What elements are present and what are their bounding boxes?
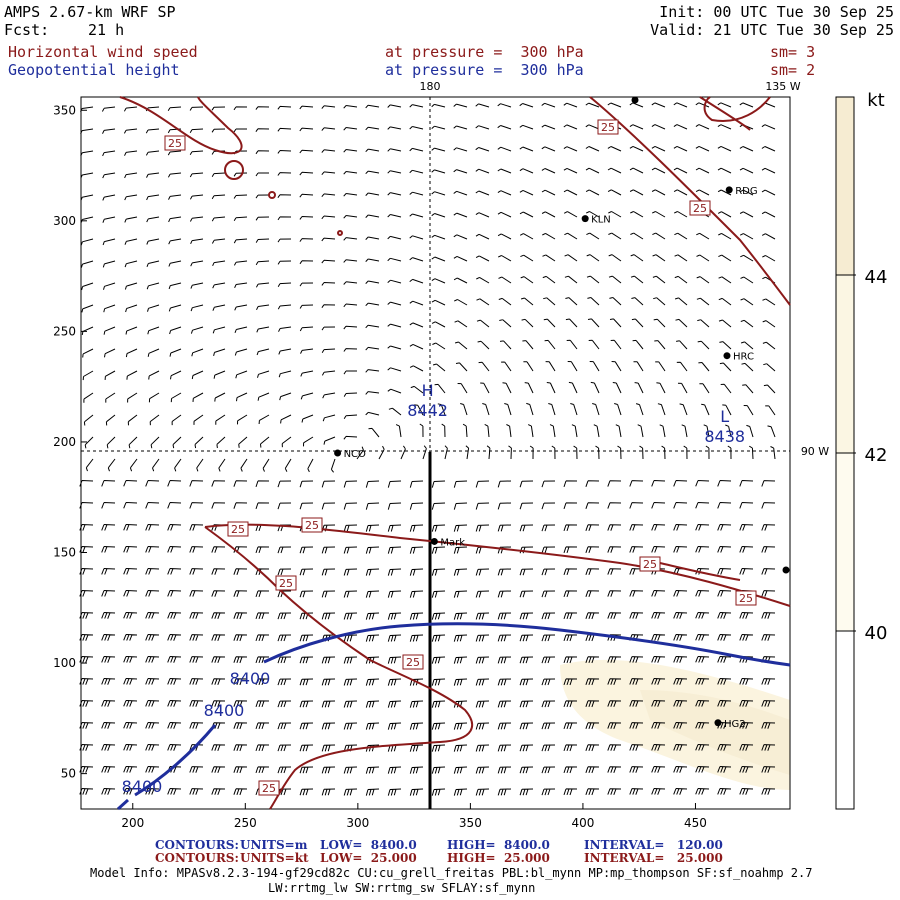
lon-label-180: 180	[420, 80, 441, 93]
map-frame	[80, 96, 791, 810]
svg-text:25: 25	[643, 558, 657, 571]
svg-text:8400: 8400	[122, 777, 163, 796]
lon-label-90w: 90 W	[801, 445, 829, 458]
station-marker	[430, 537, 438, 545]
contour-kt-interval: INTERVAL= 25.000	[584, 851, 723, 865]
contour-m-units: UNITS=m	[240, 838, 308, 852]
field1-name: Horizontal wind speed	[8, 43, 198, 61]
y-tick-label: 200	[53, 435, 76, 449]
y-tick-label: 50	[61, 767, 76, 781]
svg-text:8400: 8400	[230, 669, 271, 688]
y-tick-label: 350	[53, 103, 76, 117]
field1-smoothing: sm= 3	[770, 43, 816, 61]
x-tick-label: 350	[459, 816, 482, 830]
svg-text:25: 25	[168, 137, 182, 150]
x-tick-label: 400	[571, 816, 594, 830]
x-tick-label: 200	[121, 816, 144, 830]
height-contours	[116, 622, 791, 811]
y-tick-label: 300	[53, 214, 76, 228]
contour-kt-units: UNITS=kt	[240, 851, 309, 865]
colorbar-unit: kt	[867, 90, 884, 111]
height-contour-labels: 8400 8400 8400	[122, 669, 271, 796]
init-time: Init: 00 UTC Tue 30 Sep 25	[659, 3, 894, 21]
x-tick-label: 450	[684, 816, 707, 830]
station-marker	[725, 186, 733, 194]
field1-level: at pressure = 300 hPa	[385, 43, 584, 61]
colorbar-label-40: 40	[865, 623, 888, 644]
svg-text:25: 25	[693, 202, 707, 215]
station-label: KLN	[591, 215, 611, 226]
station-marker	[334, 449, 342, 457]
wind-contour-labels: 25 25 25 25 25 25 25 25 25 25	[164, 119, 757, 796]
axes: 200 250 300 350 400 450 350 300 250 200 150 100 50	[53, 103, 707, 830]
valid-time: Valid: 21 UTC Tue 30 Sep 25	[650, 21, 894, 39]
svg-text:25: 25	[739, 592, 753, 605]
colorbar: kt 44 42 40	[835, 90, 888, 810]
svg-text:8400: 8400	[204, 701, 245, 720]
station-label: Mark	[440, 537, 465, 548]
station-label: HRC	[733, 352, 754, 363]
contour-m-low: LOW= 8400.0	[320, 838, 417, 852]
wind-barbs	[79, 102, 776, 796]
contour-m-high: HIGH= 8400.0	[447, 838, 550, 852]
x-tick-label: 250	[234, 816, 257, 830]
station-marker	[723, 352, 731, 360]
colorbar-label-42: 42	[865, 445, 888, 466]
station-label: NCO	[344, 449, 366, 460]
y-tick-label: 150	[53, 546, 76, 560]
contour-kt-label: CONTOURS:	[155, 851, 239, 865]
colorbar-label-44: 44	[865, 267, 888, 288]
field2-smoothing: sm= 2	[770, 61, 816, 79]
svg-text:25: 25	[406, 656, 420, 669]
field2-level: at pressure = 300 hPa	[385, 61, 584, 79]
model-title: AMPS 2.67-km WRF SP	[4, 3, 176, 21]
low-symbol: L	[720, 407, 729, 426]
svg-text:25: 25	[601, 121, 615, 134]
contour-m-interval: INTERVAL= 120.00	[584, 838, 723, 852]
x-tick-label: 300	[346, 816, 369, 830]
station-marker	[714, 719, 722, 727]
station-label: HG2	[724, 719, 746, 730]
high-low-markers: H 8442 L 8438	[407, 381, 745, 446]
svg-text:25: 25	[305, 519, 319, 532]
model-info-line2: LW:rrtmg_lw SW:rrtmg_sw SFLAY:sf_mynn	[268, 881, 536, 895]
low-value: 8438	[704, 427, 745, 446]
stations: RDG KLN HRC NCO Mark HG2	[334, 96, 790, 730]
contour-kt-low: LOW= 25.000	[320, 851, 417, 865]
contour-m-label: CONTOURS:	[155, 838, 239, 852]
forecast-label: Fcst:	[4, 21, 50, 39]
lon-label-135w: 135 W	[765, 80, 800, 93]
high-symbol: H	[422, 381, 434, 400]
contour-kt-high: HIGH= 25.000	[447, 851, 550, 865]
svg-text:25: 25	[262, 782, 276, 795]
field2-name: Geopotential height	[8, 61, 180, 79]
high-value: 8442	[407, 401, 448, 420]
y-tick-label: 100	[53, 656, 76, 670]
y-tick-label: 250	[53, 324, 76, 338]
svg-text:25: 25	[279, 577, 293, 590]
model-info: Model Info: MPASv8.2.3-194-gf29cd82c CU:…	[90, 866, 813, 880]
station-marker	[581, 215, 589, 223]
svg-text:25: 25	[231, 523, 245, 536]
forecast-hour: 21 h	[88, 21, 125, 39]
station-label: RDG	[735, 186, 757, 197]
